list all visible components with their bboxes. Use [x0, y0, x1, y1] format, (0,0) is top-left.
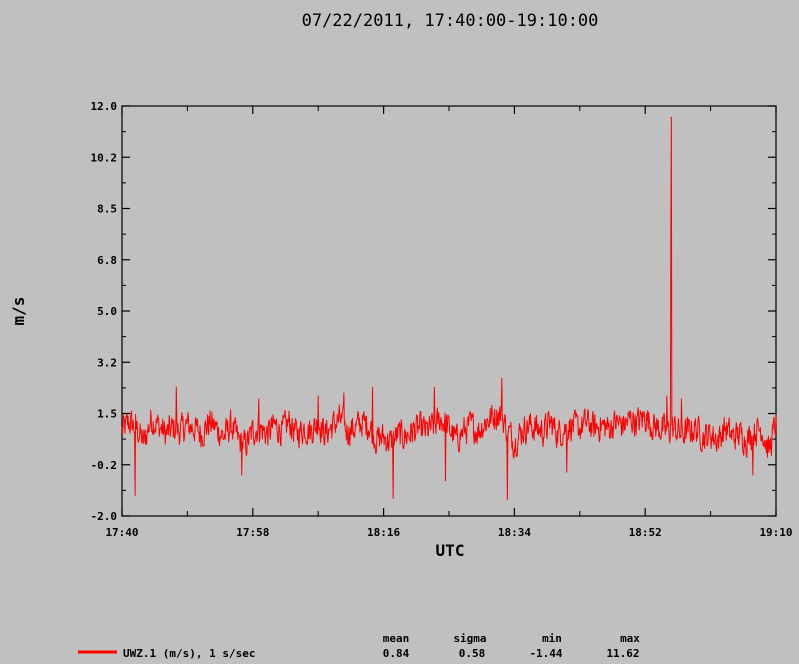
x-axis: 17:40 17:58 18:16 18:34 18:52 19:10	[105, 106, 793, 539]
stat-value-min: -1.44	[529, 647, 562, 660]
series-line-uwz1	[121, 116, 777, 501]
stat-header-min: min	[542, 632, 562, 645]
y-tick-label: -0.2	[91, 459, 118, 472]
plot-frame	[121, 105, 777, 517]
y-tick-label: 10.2	[91, 151, 118, 164]
legend: UWZ.1 (m/s), 1 s/sec mean sigma min max …	[78, 632, 640, 660]
y-tick-label: 1.5	[97, 408, 117, 421]
y-axis-label: m/s	[9, 297, 28, 326]
x-axis-label: UTC	[436, 541, 465, 560]
stat-value-sigma: 0.58	[459, 647, 486, 660]
y-axis: 12.0 10.2 8.5 6.8 5.0 3.2 1.5 -0.2 -2.0	[91, 100, 776, 523]
y-tick-label: 8.5	[97, 203, 117, 216]
x-tick-label: 19:10	[759, 526, 792, 539]
stat-value-mean: 0.84	[383, 647, 410, 660]
series-layer	[121, 116, 777, 501]
x-tick-label: 17:58	[236, 526, 269, 539]
stat-value-max: 11.62	[606, 647, 639, 660]
stat-header-mean: mean	[383, 632, 410, 645]
stat-header-sigma: sigma	[453, 632, 486, 645]
y-tick-label: 3.2	[97, 356, 117, 369]
x-tick-label: 18:52	[629, 526, 662, 539]
x-tick-label: 18:34	[498, 526, 531, 539]
y-tick-label: 12.0	[91, 100, 118, 113]
x-tick-label: 18:16	[367, 526, 400, 539]
y-tick-label: 5.0	[97, 305, 117, 318]
chart-title: 07/22/2011, 17:40:00-19:10:00	[302, 11, 599, 31]
x-tick-label: 17:40	[105, 526, 138, 539]
y-tick-label: -2.0	[91, 510, 118, 523]
y-tick-label: 6.8	[97, 254, 117, 267]
legend-label: UWZ.1 (m/s), 1 s/sec	[123, 647, 255, 660]
stat-header-max: max	[620, 632, 640, 645]
